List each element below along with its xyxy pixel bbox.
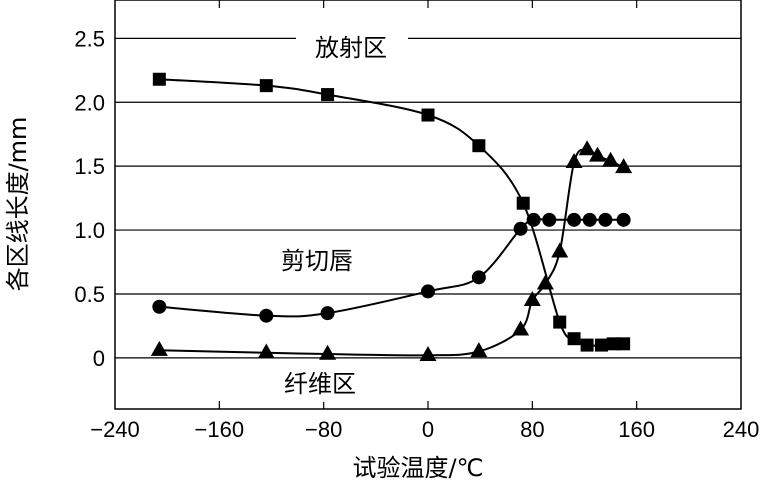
y-tick-label: 2.0: [74, 90, 105, 115]
data-point-triangle: [470, 342, 488, 358]
data-point-circle: [616, 212, 631, 227]
x-tick-labels: −240 −160 −80 0 80 160 240: [90, 417, 759, 442]
series-markers: [150, 72, 633, 362]
y-axis-label: 各区线长度/mm: [4, 117, 32, 292]
data-point-triangle: [551, 242, 569, 258]
x-tick-label: 160: [618, 417, 655, 442]
data-point-circle: [259, 308, 274, 323]
annotation-shear-lip: 剪切唇: [281, 247, 353, 275]
y-tick-label: 0: [93, 346, 105, 371]
annotation-radiation-zone: 放射区: [315, 34, 387, 62]
data-point-square: [321, 88, 335, 102]
data-point-triangle: [578, 140, 596, 156]
x-tick-label: −160: [195, 417, 245, 442]
y-tick-label: 1.5: [74, 154, 105, 179]
series-line-square: [159, 78, 624, 347]
x-tick-label: −240: [90, 417, 140, 442]
y-tick-label: 1.0: [74, 218, 105, 243]
data-point-circle: [320, 306, 335, 321]
data-point-square: [594, 338, 608, 352]
axis-ticks: [218, 0, 638, 409]
annotation-bg-radiation: [296, 27, 408, 65]
data-point-circle: [526, 212, 541, 227]
data-point-circle: [567, 212, 582, 227]
data-point-square: [617, 337, 631, 351]
data-point-square: [553, 315, 567, 329]
annotation-fiber-zone: 纤维区: [284, 370, 356, 398]
data-point-square: [606, 337, 620, 351]
data-point-triangle: [602, 151, 620, 167]
data-point-square: [152, 72, 166, 86]
annotation-bg-fiber: [268, 362, 372, 402]
data-point-circle: [513, 221, 528, 236]
data-point-triangle: [615, 158, 633, 174]
data-point-triangle: [319, 344, 337, 360]
data-point-square: [421, 108, 435, 122]
data-point-circle: [421, 284, 435, 299]
data-point-circle: [152, 299, 167, 314]
data-point-circle: [471, 270, 486, 285]
data-point-triangle: [589, 146, 607, 162]
data-point-triangle: [419, 346, 437, 362]
data-point-circle: [598, 212, 613, 227]
x-tick-label: 240: [723, 417, 760, 442]
y-tick-labels: 0 0.5 1.0 1.5 2.0 2.5: [74, 26, 105, 371]
x-axis-label: 试验温度/℃: [352, 454, 483, 482]
data-point-triangle: [257, 343, 275, 359]
data-point-square: [580, 338, 594, 352]
data-point-triangle: [565, 153, 583, 169]
data-point-square: [259, 79, 273, 93]
data-point-circle: [582, 212, 597, 227]
data-point-square: [472, 139, 486, 153]
y-tick-label: 0.5: [74, 282, 105, 307]
gridlines: [115, 37, 741, 359]
x-tick-label: −80: [305, 417, 342, 442]
data-point-triangle: [512, 320, 530, 336]
y-tick-label: 2.5: [74, 26, 105, 51]
x-tick-label: 80: [520, 417, 544, 442]
data-point-square: [516, 196, 530, 210]
data-point-triangle: [150, 340, 168, 356]
data-point-square: [567, 332, 581, 346]
x-tick-label: 0: [422, 417, 434, 442]
data-point-triangle: [536, 274, 554, 290]
data-point-circle: [542, 212, 557, 227]
data-point-triangle: [523, 291, 541, 307]
